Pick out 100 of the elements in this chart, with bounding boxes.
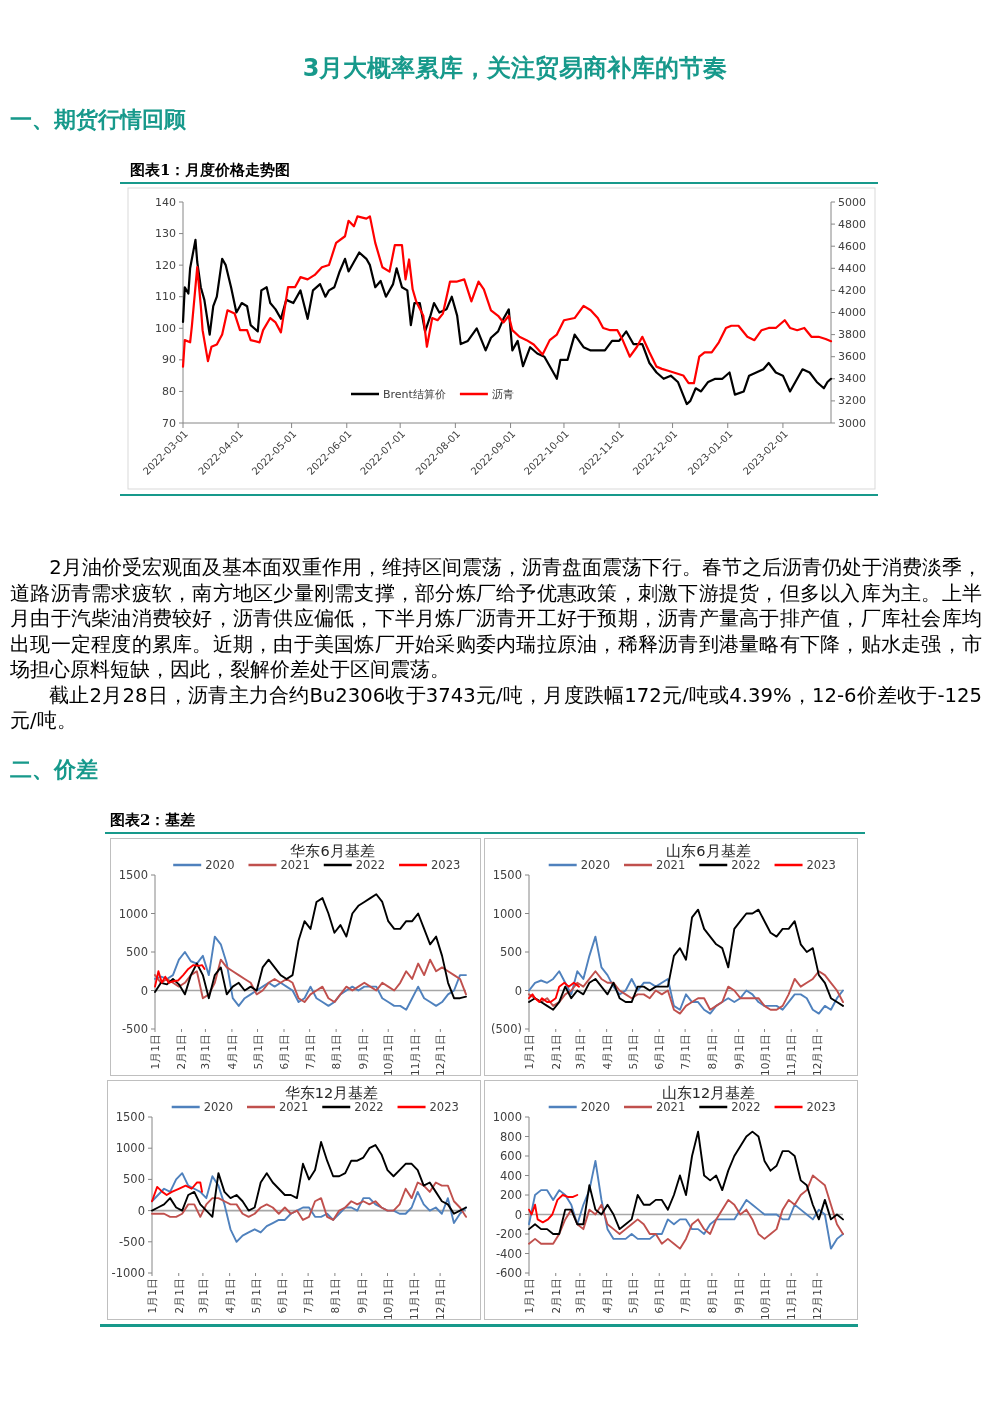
- x-tick-label: 12月1日: [811, 1034, 824, 1077]
- line-series: [181, 238, 833, 406]
- x-tick-label: 1月1日: [149, 1034, 161, 1070]
- legend-label: 2021: [655, 1100, 686, 1114]
- y-tick-label: 80: [162, 384, 176, 398]
- y2-tick-label: 3200: [838, 394, 866, 408]
- x-tick-label: 2月1日: [549, 1034, 562, 1070]
- x-tick-label: 5月1日: [626, 1034, 639, 1070]
- x-tick-label: 6月1日: [653, 1034, 666, 1070]
- y-tick-label: 200: [500, 1188, 522, 1202]
- y2-tick-label: 3000: [838, 416, 866, 430]
- y-tick-label: 1500: [492, 868, 522, 882]
- y-tick-label: 1500: [118, 868, 148, 882]
- x-tick-label: 4月1日: [600, 1034, 613, 1070]
- line-series: [528, 908, 844, 1011]
- line-series: [154, 964, 206, 988]
- x-tick-label: 10月1日: [381, 1278, 394, 1321]
- x-tick-label: 10月1日: [758, 1034, 771, 1077]
- x-tick-label: 8月1日: [330, 1034, 343, 1070]
- x-tick-label: 11月1日: [408, 1034, 421, 1077]
- x-tick-label: 7月1日: [679, 1278, 692, 1314]
- x-tick-label: 2月1日: [172, 1278, 185, 1314]
- x-tick-label: 8月1日: [705, 1034, 718, 1070]
- x-tick-label: 6月1日: [276, 1278, 289, 1314]
- y-tick-label: 1000: [115, 1141, 145, 1156]
- legend-label: 2021: [655, 858, 686, 872]
- legend-label: 2023: [806, 1100, 836, 1114]
- y-tick-label: 140: [155, 195, 176, 209]
- x-tick-label: 8月1日: [328, 1278, 341, 1314]
- y-tick-label: 1000: [118, 906, 148, 921]
- x-tick-label: 4月1日: [223, 1278, 236, 1314]
- chart-title: 山东6月基差: [666, 843, 751, 859]
- y-tick-label: 110: [155, 290, 176, 304]
- x-tick-label: 12月1日: [434, 1278, 447, 1321]
- y-tick-label: -500: [118, 1234, 145, 1249]
- x-tick-label: 3月1日: [573, 1278, 586, 1314]
- legend-label: 2023: [431, 858, 461, 872]
- x-tick-label: 4月1日: [600, 1278, 613, 1314]
- x-tick-label: 7月1日: [679, 1034, 692, 1070]
- x-tick-label: 6月1日: [653, 1278, 666, 1314]
- x-tick-label: 3月1日: [199, 1034, 212, 1070]
- x-tick-label: 3月1日: [196, 1278, 209, 1314]
- x-tick-label: 11月1日: [408, 1278, 421, 1321]
- line-series: [154, 935, 467, 1011]
- y-tick-label: 800: [500, 1129, 522, 1144]
- y2-tick-label: 4400: [838, 261, 866, 275]
- y-tick-label: 0: [140, 983, 148, 998]
- line-series: [151, 1181, 203, 1203]
- x-tick-label: 5月1日: [251, 1034, 264, 1070]
- line-series: [528, 1130, 844, 1235]
- y-tick-label: -1000: [111, 1266, 145, 1280]
- y-tick-label: 0: [514, 1207, 522, 1222]
- x-tick-label: 4月1日: [225, 1034, 238, 1070]
- y-tick-label: 1000: [492, 906, 522, 921]
- y-tick-label: (500): [491, 1022, 522, 1036]
- y-tick-label: 600: [500, 1149, 522, 1163]
- x-tick-label: 6月1日: [278, 1034, 291, 1070]
- line-series: [151, 1172, 467, 1243]
- x-tick-label: 9月1日: [732, 1278, 745, 1314]
- chart-title: 华东12月基差: [284, 1085, 379, 1101]
- y-tick-label: 120: [155, 258, 176, 272]
- y-tick-label: 500: [500, 945, 522, 959]
- x-tick-label: 9月1日: [732, 1034, 745, 1070]
- y2-tick-label: 4200: [838, 283, 866, 297]
- line-series: [528, 935, 844, 1015]
- y-tick-label: 500: [126, 945, 148, 959]
- text: 一、期货行情回顾: [10, 106, 186, 134]
- y-tick-label: -200: [495, 1227, 522, 1241]
- y-tick-label: -500: [121, 1022, 148, 1036]
- line-series: [528, 981, 580, 1003]
- legend-label: 2021: [280, 858, 310, 872]
- legend-label: 2020: [580, 858, 610, 872]
- line-series: [528, 970, 844, 1015]
- legend-label: 2020: [205, 858, 235, 872]
- chart-title: 华东6月基差: [290, 843, 375, 859]
- line-series: [151, 1141, 467, 1218]
- x-tick-label: 5月1日: [626, 1278, 639, 1314]
- x-tick-label: 12月1日: [434, 1034, 447, 1077]
- line-series: [151, 1181, 467, 1221]
- y2-tick-label: 4000: [838, 306, 866, 319]
- y2-tick-label: 3600: [838, 350, 866, 364]
- x-tick-label: 11月1日: [785, 1034, 798, 1077]
- legend-label: 2022: [731, 1100, 761, 1114]
- legend-label: 2022: [354, 1100, 384, 1114]
- x-tick-label: 7月1日: [302, 1278, 315, 1314]
- legend-label: 2023: [429, 1100, 459, 1114]
- y-tick-label: 0: [137, 1203, 145, 1218]
- chart-title: 图表1：月度价格走势图: [130, 160, 291, 180]
- legend-label: Brent结算价: [383, 387, 446, 401]
- x-tick-label: 10月1日: [382, 1034, 395, 1077]
- y2-tick-label: 3800: [838, 328, 866, 342]
- x-tick-label: 12月1日: [811, 1278, 824, 1321]
- line-series: [154, 958, 467, 1003]
- y-tick-label: 400: [500, 1168, 522, 1183]
- text: 3月大概率累库，关注贸易商补库的节奏: [301, 53, 729, 83]
- y2-tick-label: 4600: [838, 239, 866, 253]
- x-tick-label: 9月1日: [355, 1278, 368, 1314]
- x-tick-label: 2月1日: [175, 1034, 188, 1070]
- y-tick-label: -600: [495, 1266, 522, 1280]
- text: 截止2月28日，沥青主力合约Bu2306收于3743元/吨，月度跌幅172元/吨或4.39%，12-6价差收于-125元/吨。: [10, 682, 982, 734]
